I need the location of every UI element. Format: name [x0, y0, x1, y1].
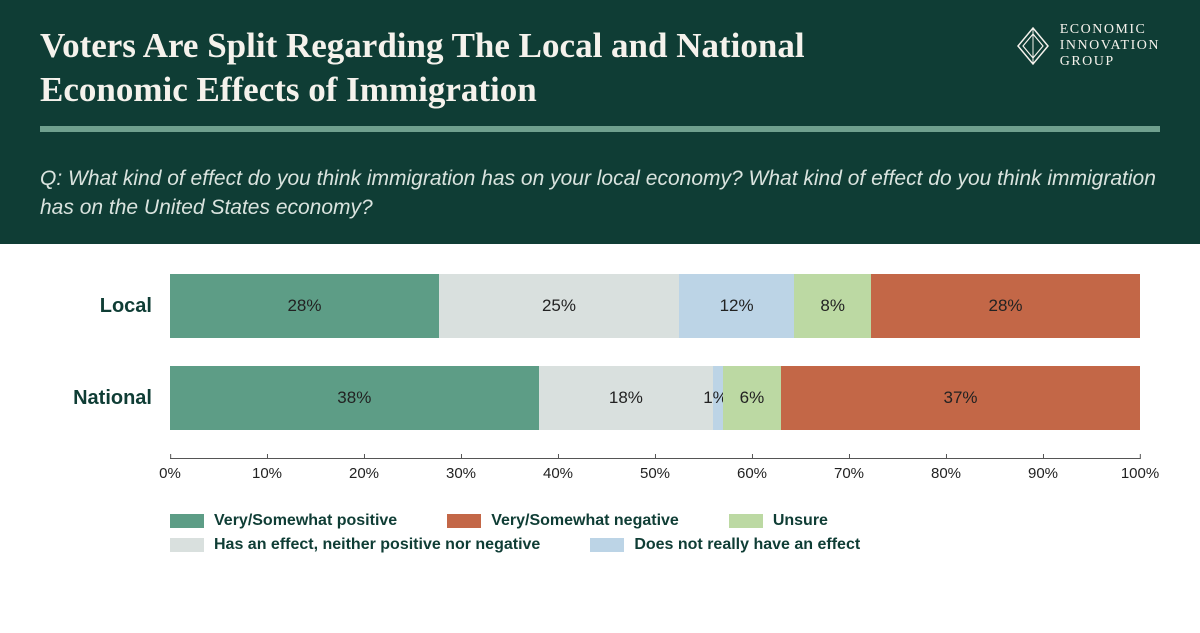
- legend-row: Very/Somewhat positive Very/Somewhat nega…: [170, 512, 1140, 530]
- bar-segment: 25%: [439, 274, 679, 338]
- bar-segment: 37%: [781, 366, 1140, 430]
- bar-segment: 38%: [170, 366, 539, 430]
- axis-tick: 100%: [1121, 459, 1159, 482]
- bar-segment: 28%: [871, 274, 1140, 338]
- stacked-bar: 38%18%1%6%37%: [170, 366, 1140, 430]
- legend-item: Very/Somewhat positive: [170, 512, 397, 530]
- axis-tick: 50%: [640, 459, 670, 482]
- logo-line-1: ECONOMIC: [1060, 22, 1160, 38]
- x-axis: 0%10%20%30%40%50%60%70%80%90%100%: [170, 458, 1140, 486]
- axis-tick: 30%: [446, 459, 476, 482]
- legend-swatch: [170, 538, 204, 552]
- legend-label: Does not really have an effect: [634, 536, 860, 554]
- bar-row: National38%18%1%6%37%: [60, 366, 1140, 430]
- legend-item: Unsure: [729, 512, 828, 530]
- brand-logo: ECONOMIC INNOVATION GROUP: [1016, 22, 1160, 70]
- header: Voters Are Split Regarding The Local and…: [0, 0, 1200, 150]
- axis-tick: 40%: [543, 459, 573, 482]
- legend-label: Very/Somewhat positive: [214, 512, 397, 530]
- legend-swatch: [447, 514, 481, 528]
- legend-item: Very/Somewhat negative: [447, 512, 679, 530]
- legend-label: Very/Somewhat negative: [491, 512, 679, 530]
- axis-tick: 20%: [349, 459, 379, 482]
- chart-area: Local28%25%12%8%28%National38%18%1%6%37%…: [0, 244, 1200, 496]
- row-label: National: [60, 387, 170, 410]
- legend-swatch: [170, 514, 204, 528]
- survey-question: Q: What kind of effect do you think immi…: [0, 150, 1200, 245]
- logo-icon: [1016, 26, 1050, 66]
- row-label: Local: [60, 295, 170, 318]
- bar-segment: 6%: [723, 366, 781, 430]
- legend: Very/Somewhat positive Very/Somewhat nega…: [170, 512, 1140, 554]
- legend-swatch: [590, 538, 624, 552]
- axis-tick: 0%: [159, 459, 181, 482]
- chart-title: Voters Are Split Regarding The Local and…: [40, 24, 940, 112]
- axis-tick: 90%: [1028, 459, 1058, 482]
- bar-segment: 8%: [794, 274, 871, 338]
- bars-container: Local28%25%12%8%28%National38%18%1%6%37%: [60, 274, 1140, 430]
- bar-segment: 12%: [679, 274, 794, 338]
- legend-label: Has an effect, neither positive nor nega…: [214, 536, 540, 554]
- axis-tick: 80%: [931, 459, 961, 482]
- header-divider: [40, 126, 1160, 132]
- bar-row: Local28%25%12%8%28%: [60, 274, 1140, 338]
- logo-line-2: INNOVATION: [1060, 38, 1160, 54]
- axis-tick: 70%: [834, 459, 864, 482]
- bar-segment: 1%: [713, 366, 723, 430]
- legend-item: Does not really have an effect: [590, 536, 860, 554]
- logo-text: ECONOMIC INNOVATION GROUP: [1060, 22, 1160, 70]
- logo-line-3: GROUP: [1060, 54, 1160, 70]
- bar-segment: 28%: [170, 274, 439, 338]
- bar-segment: 18%: [539, 366, 714, 430]
- stacked-bar: 28%25%12%8%28%: [170, 274, 1140, 338]
- legend-label: Unsure: [773, 512, 828, 530]
- legend-item: Has an effect, neither positive nor nega…: [170, 536, 540, 554]
- axis-tick: 60%: [737, 459, 767, 482]
- axis-tick: 10%: [252, 459, 282, 482]
- legend-row: Has an effect, neither positive nor nega…: [170, 536, 1140, 554]
- legend-swatch: [729, 514, 763, 528]
